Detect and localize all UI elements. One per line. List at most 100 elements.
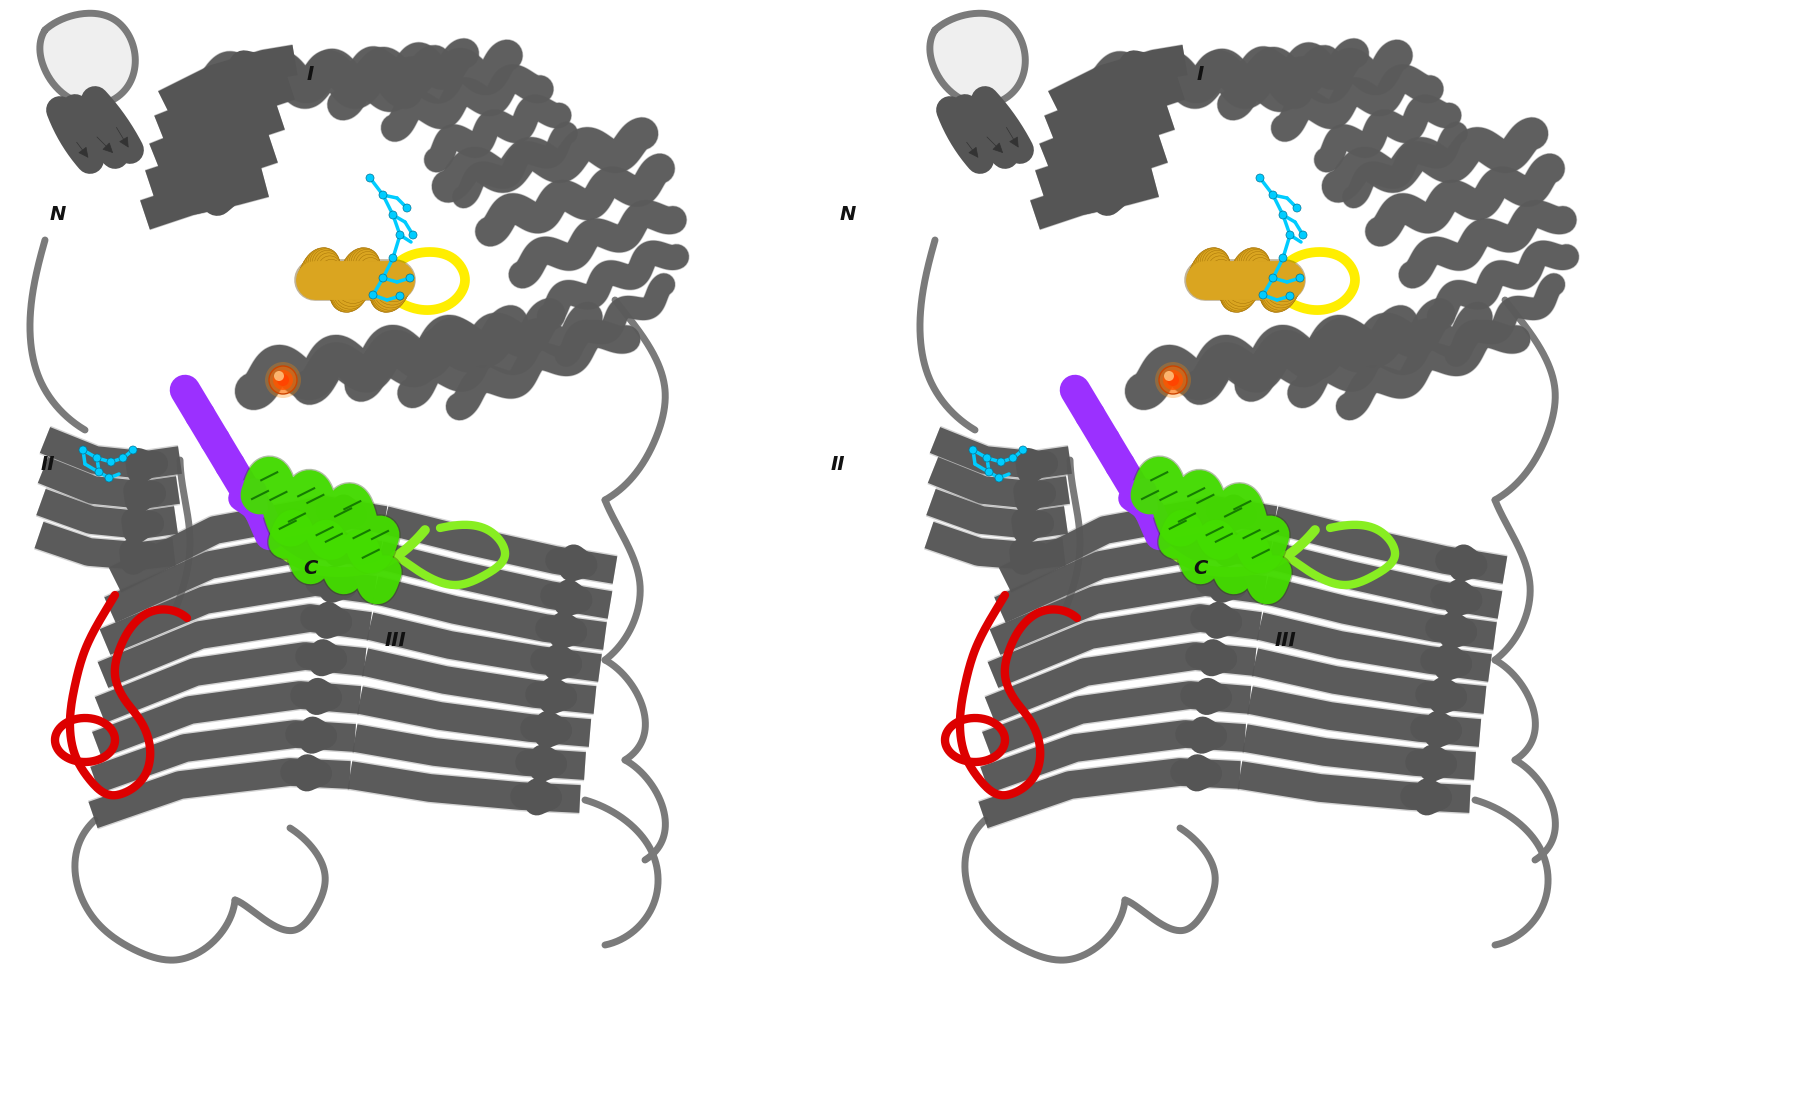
Circle shape — [315, 251, 340, 276]
Circle shape — [1188, 258, 1224, 294]
Circle shape — [1247, 254, 1271, 278]
Circle shape — [104, 474, 113, 482]
Circle shape — [1201, 247, 1229, 277]
Circle shape — [1220, 284, 1244, 309]
Text: III: III — [383, 630, 405, 650]
Circle shape — [106, 458, 115, 466]
Circle shape — [338, 257, 374, 292]
Circle shape — [380, 191, 387, 199]
Circle shape — [1296, 274, 1303, 282]
Circle shape — [1265, 266, 1301, 302]
Circle shape — [376, 266, 412, 302]
Circle shape — [1222, 283, 1251, 313]
Circle shape — [299, 258, 335, 294]
Circle shape — [346, 249, 378, 281]
Circle shape — [1190, 255, 1226, 290]
Circle shape — [94, 454, 101, 462]
Circle shape — [1265, 270, 1300, 305]
Circle shape — [95, 468, 103, 476]
Circle shape — [1235, 249, 1267, 281]
Circle shape — [407, 274, 414, 282]
Circle shape — [364, 265, 383, 286]
Text: C: C — [1193, 559, 1208, 578]
Circle shape — [1159, 366, 1186, 394]
Circle shape — [342, 251, 376, 284]
Circle shape — [326, 271, 346, 291]
Circle shape — [306, 248, 338, 280]
Circle shape — [351, 248, 380, 276]
Circle shape — [1237, 248, 1267, 279]
Circle shape — [1219, 280, 1240, 302]
Circle shape — [1269, 191, 1276, 199]
Circle shape — [1222, 279, 1255, 311]
Circle shape — [371, 284, 396, 310]
Circle shape — [1262, 282, 1292, 313]
Circle shape — [1211, 259, 1231, 281]
Circle shape — [1229, 257, 1265, 292]
Circle shape — [1246, 252, 1271, 276]
Circle shape — [1256, 277, 1278, 296]
Text: II: II — [41, 455, 56, 475]
Circle shape — [333, 279, 365, 311]
Polygon shape — [931, 15, 1024, 105]
Circle shape — [328, 278, 349, 299]
Circle shape — [1195, 248, 1228, 280]
Circle shape — [374, 270, 410, 305]
Circle shape — [1192, 252, 1226, 287]
Circle shape — [1204, 251, 1229, 276]
Circle shape — [130, 446, 137, 454]
Circle shape — [1280, 254, 1287, 261]
Circle shape — [365, 174, 374, 182]
Circle shape — [360, 257, 382, 279]
Circle shape — [319, 256, 342, 278]
Text: I: I — [1197, 66, 1204, 84]
Circle shape — [1267, 261, 1303, 298]
Circle shape — [1242, 248, 1269, 276]
Circle shape — [371, 284, 398, 312]
Circle shape — [380, 274, 387, 282]
Circle shape — [1165, 371, 1174, 381]
Circle shape — [369, 281, 391, 304]
Circle shape — [310, 247, 338, 277]
Circle shape — [1255, 269, 1274, 289]
Circle shape — [1256, 174, 1264, 182]
Circle shape — [331, 284, 358, 312]
Circle shape — [347, 248, 378, 279]
Circle shape — [1258, 279, 1280, 301]
Circle shape — [335, 268, 371, 303]
Circle shape — [1233, 251, 1267, 284]
Polygon shape — [40, 15, 135, 105]
Circle shape — [329, 284, 355, 309]
Circle shape — [1213, 267, 1235, 288]
Circle shape — [968, 446, 977, 454]
Circle shape — [304, 249, 337, 283]
Circle shape — [1264, 274, 1298, 307]
Circle shape — [119, 454, 128, 462]
Circle shape — [1260, 283, 1283, 307]
Circle shape — [369, 291, 376, 299]
Circle shape — [331, 283, 362, 313]
Circle shape — [1228, 260, 1264, 296]
Circle shape — [1217, 275, 1237, 295]
Circle shape — [1264, 277, 1296, 311]
Circle shape — [1186, 261, 1222, 298]
Circle shape — [389, 211, 398, 219]
Circle shape — [365, 272, 385, 293]
Circle shape — [1226, 264, 1262, 300]
Circle shape — [367, 279, 389, 301]
Circle shape — [1256, 272, 1276, 293]
Circle shape — [301, 255, 335, 290]
Circle shape — [356, 252, 380, 276]
Circle shape — [331, 284, 356, 311]
Circle shape — [1220, 284, 1247, 311]
Circle shape — [1262, 280, 1294, 312]
Text: I: I — [306, 66, 313, 84]
Circle shape — [302, 252, 337, 287]
Circle shape — [983, 454, 992, 462]
Circle shape — [1217, 278, 1238, 299]
Circle shape — [274, 370, 293, 389]
Text: C: C — [302, 559, 317, 578]
Circle shape — [297, 261, 333, 298]
Circle shape — [1258, 291, 1267, 299]
Circle shape — [369, 283, 394, 307]
